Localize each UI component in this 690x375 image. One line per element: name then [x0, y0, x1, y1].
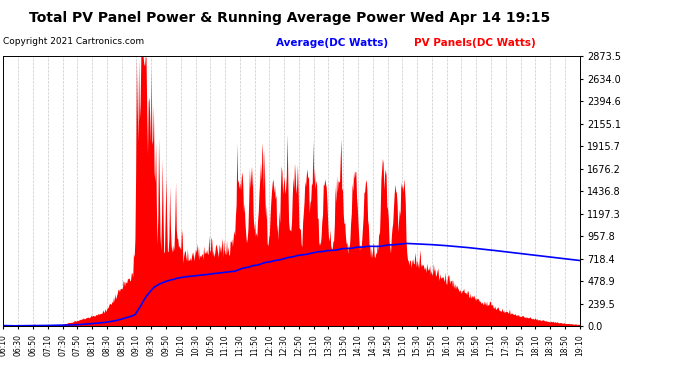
- Text: Copyright 2021 Cartronics.com: Copyright 2021 Cartronics.com: [3, 38, 145, 46]
- Text: PV Panels(DC Watts): PV Panels(DC Watts): [414, 38, 535, 48]
- Text: Average(DC Watts): Average(DC Watts): [276, 38, 388, 48]
- Text: Total PV Panel Power & Running Average Power Wed Apr 14 19:15: Total PV Panel Power & Running Average P…: [29, 11, 551, 25]
